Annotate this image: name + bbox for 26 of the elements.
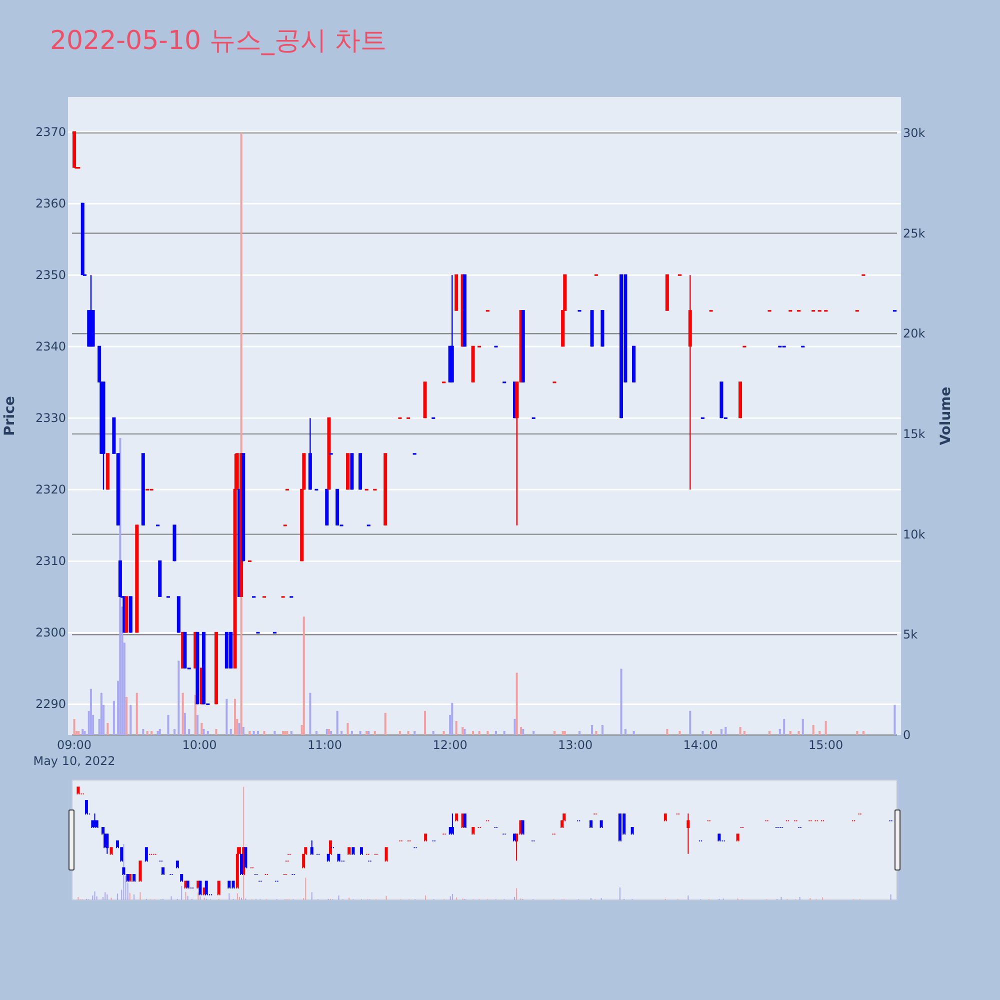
y-tick-label: 2350: [35, 268, 66, 282]
y-tick-label: 2370: [35, 125, 66, 140]
x-tick-label: 12:00: [432, 738, 468, 752]
y-tick-label: 2290: [35, 697, 66, 712]
x-tick-label: 15:00: [808, 738, 844, 752]
y2-tick-label: 30k: [903, 126, 926, 140]
y-tick-label: 2330: [35, 411, 66, 426]
x-tick-label: 13:00: [558, 738, 593, 752]
y2-tick-label: 10k: [903, 527, 926, 542]
x-tick-label: 10:00: [182, 738, 217, 752]
y-tick-label: 2340: [35, 340, 66, 354]
x-tick-label: 11:00: [307, 738, 342, 752]
y-tick-label: 2320: [35, 482, 66, 497]
y2-tick-label: 5k: [903, 628, 918, 642]
y-tick-label: 2360: [35, 196, 66, 211]
x-tick-label: 14:00: [683, 738, 718, 752]
y2-tick-label: 15k: [903, 426, 926, 441]
chart-title: 2022-05-10 뉴스_공시 차트: [50, 26, 387, 56]
y2-tick-label: 20k: [903, 326, 926, 341]
y-tick-label: 2300: [35, 626, 66, 640]
x-tick-label: 09:00 May 10, 2022: [33, 738, 116, 768]
y-tick-label: 2310: [35, 554, 66, 568]
y2-axis-title: Volume: [938, 386, 954, 446]
y2-tick-label: 0: [903, 728, 911, 742]
y-axis-title: Price: [2, 396, 18, 436]
y2-tick-label: 25k: [903, 226, 926, 240]
